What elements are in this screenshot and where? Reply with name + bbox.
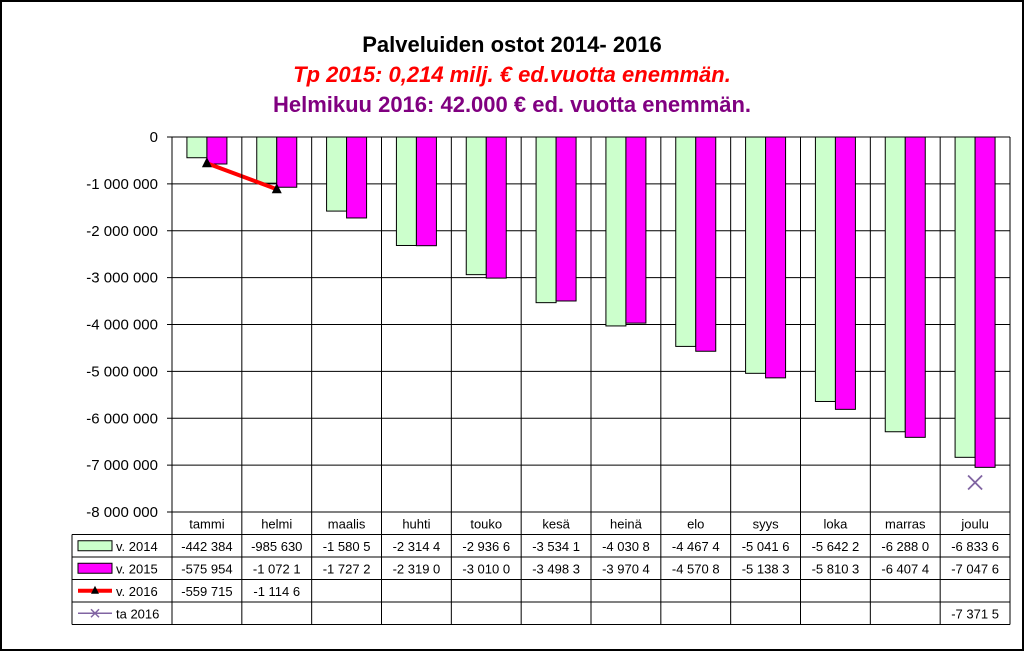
legend-marker-2016: [91, 585, 99, 594]
table-cell: -5 642 2: [812, 539, 860, 554]
y-tick-label: -7 000 000: [86, 457, 158, 474]
table-cell: -7 047 6: [951, 561, 999, 576]
category-label: marras: [885, 516, 926, 531]
bar-2014-maalis: [326, 136, 348, 212]
table-cell: -4 030 8: [602, 539, 650, 554]
bar-2015-huhti: [415, 136, 437, 247]
category-label: elo: [687, 516, 704, 531]
table-cell: -3 970 4: [602, 561, 650, 576]
y-tick-label: -4 000 000: [86, 317, 158, 334]
table-cell: -2 319 0: [393, 561, 441, 576]
y-tick-label: 0: [150, 129, 158, 146]
bar-2014-syys: [745, 136, 767, 374]
bar-2015-joulu: [974, 136, 996, 468]
category-label: tammi: [189, 516, 225, 531]
bar-2015-elo: [695, 136, 717, 352]
legend-label: v. 2015: [116, 561, 158, 576]
category-label: heinä: [610, 516, 643, 531]
table-cell: -1 072 1: [253, 561, 301, 576]
chart-subtitle-2016: Helmikuu 2016: 42.000 € ed. vuotta enemm…: [272, 92, 752, 117]
bar-2014-huhti: [395, 136, 417, 246]
category-label: helmi: [261, 516, 292, 531]
table-cell: -5 810 3: [812, 561, 860, 576]
chart-title: Palveluiden ostot 2014- 2016: [362, 32, 662, 57]
legend-key-2015: [77, 562, 113, 574]
table-cell: -6 833 6: [951, 539, 999, 554]
bar-2014-tammi: [186, 136, 208, 159]
bar-2015-marras: [904, 136, 926, 438]
table-cell: -1 580 5: [323, 539, 371, 554]
legend-marker-ta2016: [90, 608, 100, 618]
bar-2014-heinä: [605, 136, 627, 327]
bar-2015-tammi: [206, 136, 228, 165]
bar-2015-syys: [765, 136, 787, 379]
table-cell: -559 715: [181, 584, 232, 599]
bar-2015-heinä: [625, 136, 647, 324]
table-cell: -5 041 6: [742, 539, 790, 554]
category-label: touko: [470, 516, 502, 531]
table-cell: -575 954: [181, 561, 232, 576]
bar-2014-joulu: [954, 136, 976, 458]
category-label: maalis: [328, 516, 366, 531]
y-tick-label: -6 000 000: [86, 410, 158, 427]
table-cell: -442 384: [181, 539, 232, 554]
bar-2015-touko: [485, 136, 507, 279]
category-label: syys: [753, 516, 780, 531]
bar-2014-loka: [814, 136, 836, 402]
table-cell: -4 570 8: [672, 561, 720, 576]
category-label: loka: [823, 516, 848, 531]
table-cell: -6 407 4: [881, 561, 929, 576]
bar-2015-loka: [834, 136, 856, 410]
bar-2014-helmi: [256, 136, 278, 184]
legend-label: v. 2014: [116, 539, 158, 554]
table-cell: -2 936 6: [462, 539, 510, 554]
table-cell: -2 314 4: [393, 539, 441, 554]
bar-2014-kesä: [535, 136, 557, 304]
bar-2014-elo: [675, 136, 697, 347]
y-tick-label: -5 000 000: [86, 363, 158, 380]
table-cell: -3 010 0: [462, 561, 510, 576]
legend-key-2014: [77, 540, 113, 552]
y-tick-label: -3 000 000: [86, 270, 158, 287]
table-cell: -3 534 1: [532, 539, 580, 554]
category-label: kesä: [542, 516, 570, 531]
bar-2015-kesä: [555, 136, 577, 302]
y-tick-label: -1 000 000: [86, 176, 158, 193]
bar-2015-helmi: [276, 136, 298, 188]
bar-2014-touko: [465, 136, 487, 276]
table-cell: -1 727 2: [323, 561, 371, 576]
table-cell: -4 467 4: [672, 539, 720, 554]
table-cell: -6 288 0: [881, 539, 929, 554]
y-tick-label: -8 000 000: [86, 504, 158, 521]
table-cell: -3 498 3: [532, 561, 580, 576]
y-tick-label: -2 000 000: [86, 223, 158, 240]
table-cell: -985 630: [251, 539, 302, 554]
table-cell: -1 114 6: [253, 584, 300, 599]
table-cell: -5 138 3: [742, 561, 790, 576]
category-label: joulu: [960, 516, 988, 531]
legend-label: v. 2016: [116, 584, 158, 599]
bar-2015-maalis: [346, 136, 368, 219]
table-cell: -7 371 5: [951, 606, 999, 621]
chart-subtitle-2015: Tp 2015: 0,214 milj. € ed.vuotta enemmän…: [293, 62, 731, 87]
legend-label: ta 2016: [116, 606, 159, 621]
marker-2016: [271, 183, 282, 194]
marker-ta2016: [967, 474, 983, 491]
category-label: huhti: [402, 516, 430, 531]
bar-2014-marras: [884, 136, 906, 433]
marker-2016: [201, 157, 212, 168]
